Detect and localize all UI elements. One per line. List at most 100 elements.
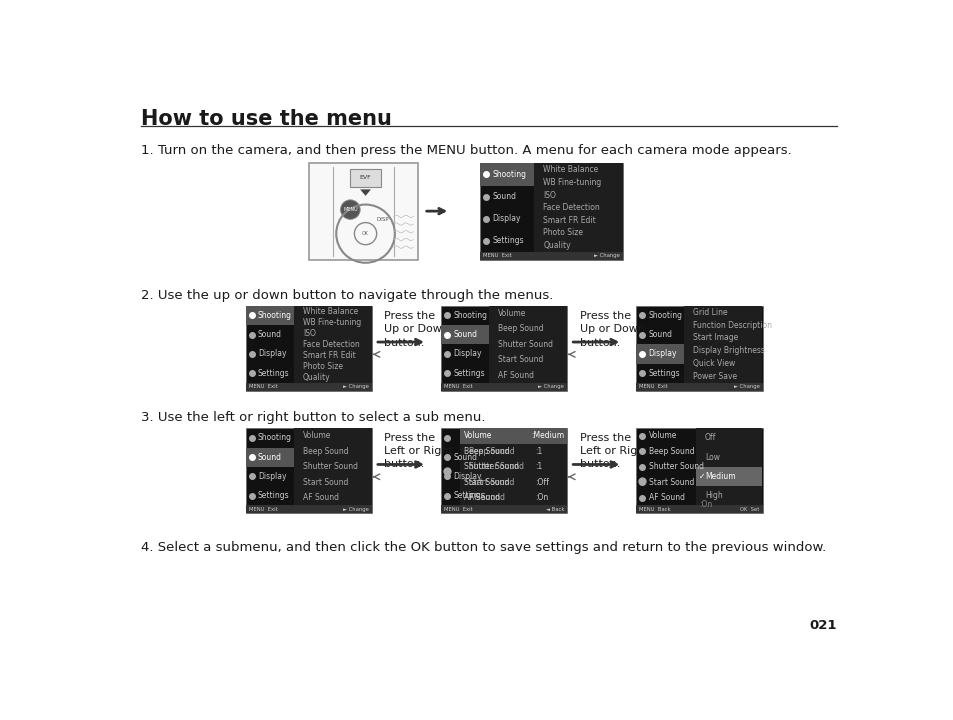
Text: Sound: Sound — [492, 192, 516, 201]
Circle shape — [340, 200, 359, 220]
Bar — [440, 383, 567, 390]
Text: Start Sound: Start Sound — [497, 355, 543, 364]
Text: Settings: Settings — [257, 369, 290, 378]
Bar — [245, 428, 372, 513]
Bar — [636, 505, 761, 513]
Bar — [245, 306, 294, 325]
Text: :1: :1 — [535, 462, 542, 472]
Text: Display: Display — [648, 349, 677, 359]
Text: ► Change: ► Change — [537, 384, 563, 390]
Text: OK: OK — [362, 231, 369, 236]
Text: Sound: Sound — [453, 453, 476, 462]
Bar — [636, 306, 761, 390]
Text: Shutter Sound: Shutter Sound — [469, 462, 523, 472]
Text: Sound: Sound — [257, 453, 282, 462]
Text: ► Change: ► Change — [342, 507, 369, 512]
Text: Smart FR Edit: Smart FR Edit — [302, 351, 355, 360]
Bar — [695, 428, 761, 505]
Text: Shutter Sound: Shutter Sound — [463, 462, 518, 472]
Text: Display: Display — [257, 472, 286, 481]
Text: Press the
Up or Down
button.: Press the Up or Down button. — [384, 311, 449, 348]
Bar — [440, 505, 567, 513]
Text: Sound: Sound — [453, 330, 476, 339]
Text: Shooting: Shooting — [257, 311, 292, 320]
Text: ► Change: ► Change — [342, 384, 369, 390]
Bar — [683, 306, 761, 383]
Text: MENU: MENU — [343, 207, 357, 212]
Text: MENU  Back: MENU Back — [639, 507, 670, 512]
Bar — [440, 428, 567, 513]
Bar — [459, 428, 567, 444]
Text: Volume: Volume — [648, 431, 677, 441]
Text: Sound: Sound — [648, 330, 672, 339]
Text: Power Save: Power Save — [693, 372, 737, 381]
Bar — [245, 448, 294, 467]
Bar — [479, 163, 534, 186]
Bar — [245, 383, 372, 390]
Bar — [534, 163, 622, 252]
Bar — [695, 467, 761, 486]
Text: 021: 021 — [808, 619, 836, 632]
Text: White Balance: White Balance — [543, 165, 598, 174]
Text: Beep Sound: Beep Sound — [463, 447, 509, 456]
Text: Beep Sound: Beep Sound — [302, 447, 348, 456]
Text: Shutter Sound: Shutter Sound — [302, 462, 357, 472]
Bar — [245, 306, 372, 390]
Text: Press the
Left or Right
button.: Press the Left or Right button. — [384, 433, 453, 469]
Text: Settings: Settings — [453, 491, 484, 500]
Text: Quality: Quality — [543, 241, 571, 250]
Text: DISP: DISP — [376, 217, 389, 222]
Text: Function Description: Function Description — [693, 320, 772, 330]
Polygon shape — [359, 189, 371, 196]
Text: 2. Use the up or down button to navigate through the menus.: 2. Use the up or down button to navigate… — [141, 289, 553, 302]
Bar — [636, 383, 761, 390]
Text: ✓: ✓ — [698, 472, 704, 481]
Text: Start Image: Start Image — [693, 333, 738, 343]
Text: 1. Turn on the camera, and then press the MENU button. A menu for each camera mo: 1. Turn on the camera, and then press th… — [141, 144, 791, 157]
Text: OK  Set: OK Set — [740, 507, 759, 512]
Text: :On: :On — [699, 500, 712, 509]
Text: ISO: ISO — [543, 191, 556, 199]
Text: Start Sound: Start Sound — [302, 477, 348, 487]
Text: 4. Select a submenu, and then click the OK button to save settings and return to: 4. Select a submenu, and then click the … — [141, 541, 825, 554]
Text: Volume: Volume — [302, 431, 331, 441]
Text: MENU  Exit: MENU Exit — [482, 253, 511, 258]
Text: Display: Display — [453, 349, 481, 359]
Bar — [245, 505, 372, 513]
Text: AF Sound: AF Sound — [497, 371, 534, 379]
Text: Press the
Up or Down
button.: Press the Up or Down button. — [579, 311, 644, 348]
Text: Display: Display — [257, 349, 286, 359]
Text: :On: :On — [535, 493, 548, 502]
Text: Beep Sound: Beep Sound — [648, 447, 694, 456]
Text: EVF: EVF — [359, 176, 371, 180]
Text: MENU  Exit: MENU Exit — [639, 384, 667, 390]
Text: AF Sound: AF Sound — [648, 493, 684, 502]
Text: Sound: Sound — [257, 330, 282, 339]
Text: Quick View: Quick View — [693, 359, 735, 368]
Text: Display: Display — [492, 215, 520, 223]
Text: ► Change: ► Change — [733, 384, 759, 390]
Text: 3. Use the left or right button to select a sub menu.: 3. Use the left or right button to selec… — [141, 411, 485, 424]
Text: Off: Off — [704, 433, 716, 442]
Text: MENU  Exit: MENU Exit — [443, 507, 473, 512]
Text: Shutter Sound: Shutter Sound — [648, 462, 702, 472]
Bar — [636, 428, 761, 513]
Text: ► Change: ► Change — [594, 253, 619, 258]
Bar — [294, 428, 372, 505]
Text: Press the
Left or Right
button.: Press the Left or Right button. — [579, 433, 648, 469]
Bar — [294, 306, 372, 383]
Text: Shutter Sound: Shutter Sound — [497, 340, 553, 349]
Text: Grid Line: Grid Line — [693, 307, 727, 317]
Text: :Medium: :Medium — [531, 431, 563, 441]
Text: MENU  Exit: MENU Exit — [249, 384, 277, 390]
Bar — [350, 169, 380, 186]
Text: AF Sound: AF Sound — [469, 493, 504, 502]
Bar — [459, 428, 567, 505]
Text: WB Fine-tuning: WB Fine-tuning — [302, 318, 361, 327]
Text: How to use the menu: How to use the menu — [141, 109, 392, 129]
Bar — [479, 252, 622, 260]
Text: :1: :1 — [535, 447, 542, 456]
Text: Beep Sound: Beep Sound — [469, 447, 515, 456]
Text: Start Sound: Start Sound — [469, 477, 514, 487]
Bar — [309, 163, 417, 260]
